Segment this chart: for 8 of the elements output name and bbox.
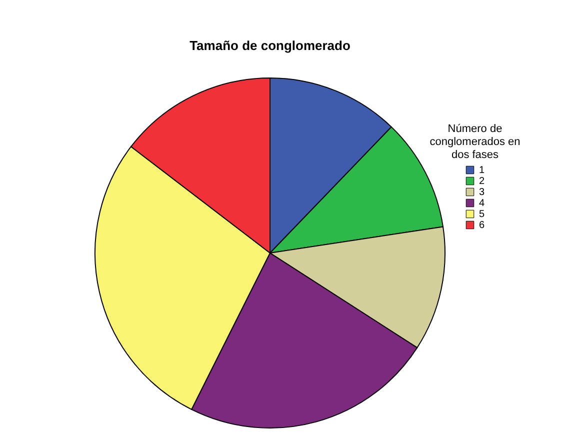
legend-label: 6 bbox=[479, 220, 485, 231]
legend-label: 2 bbox=[479, 176, 485, 187]
chart-title: Tamaño de conglomerado bbox=[190, 38, 350, 53]
legend-title: Número de conglomerados en dos fases bbox=[430, 123, 520, 161]
legend-label: 5 bbox=[479, 209, 485, 220]
legend-label: 1 bbox=[479, 165, 485, 176]
legend-label: 4 bbox=[479, 198, 485, 209]
legend-label: 3 bbox=[479, 187, 485, 198]
